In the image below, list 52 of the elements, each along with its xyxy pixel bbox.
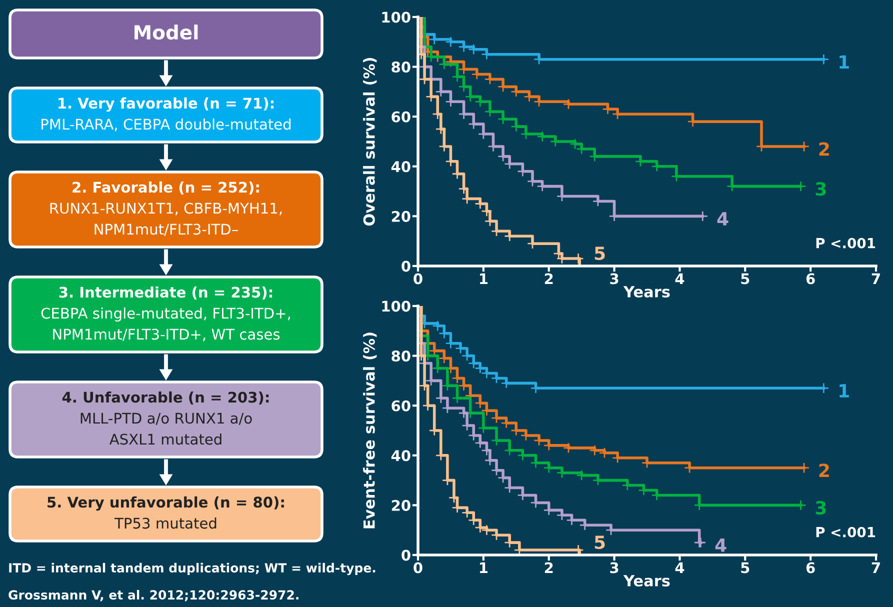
- x-tick-label: 5: [741, 273, 750, 284]
- x-tick-label: 3: [610, 562, 618, 574]
- y-tick-label: 60: [392, 400, 410, 412]
- legend-label: 1: [840, 384, 849, 398]
- x-tick-label: 7: [872, 562, 880, 574]
- x-tick-label: 1: [480, 273, 488, 284]
- x-tick-label: 0: [414, 273, 422, 284]
- text: ITD = internal tandem duplications; WT = wild-type.: [9, 562, 376, 576]
- category-label: 3. Intermediate (n = 235): CEBPA single-mutated, FLT3-ITD+, NPM1mut/FLT3-ITD+, WT cases: [41, 286, 290, 342]
- legend-label: 4: [715, 538, 726, 552]
- text: Model: [134, 24, 198, 40]
- x-tick-label: 4: [675, 562, 684, 574]
- x-tick-label: 2: [544, 562, 553, 574]
- x-tick-label: 5: [741, 562, 750, 574]
- text: 5: [594, 246, 605, 260]
- x-tick-label: 6: [806, 562, 815, 574]
- text: 3: [816, 182, 826, 196]
- x-tick-label: 4: [675, 273, 684, 284]
- y-tick-label: 0: [402, 550, 410, 561]
- text: 4: [717, 212, 728, 226]
- x-tick-label: 7: [872, 273, 880, 284]
- text: 1: [840, 55, 849, 68]
- category-label: 4. Unfavorable (n = 203): MLL-PTD a/o RUNX1 a/o ASXL1 mutated: [62, 391, 269, 445]
- y-tick-label: 40: [391, 450, 410, 462]
- x-tick-label: 6: [806, 273, 815, 284]
- x-tick-label: 2: [544, 273, 553, 284]
- category-label: 5. Very unfavorable (n = 80): TP53 mutated: [48, 496, 284, 529]
- y-axis-title: Overall survival (%): [363, 58, 377, 226]
- y-tick-label: 60: [392, 111, 410, 122]
- y-tick-label: 40: [391, 161, 410, 172]
- category-label: 1. Very favorable (n = 71): PML-RARA, CEBPA double-mutated: [42, 97, 291, 132]
- y-tick-label: 0: [402, 260, 410, 272]
- annotation: P <.001: [816, 526, 876, 538]
- annotation: P <.001: [816, 238, 876, 248]
- text: 2: [819, 142, 829, 156]
- y-tick-label: 20: [392, 500, 410, 511]
- y-tick-label: 80: [392, 62, 410, 73]
- y-tick-label: 80: [392, 350, 410, 362]
- y-axis-title: Event-free survival (%): [363, 332, 377, 528]
- y-tick-label: 20: [392, 210, 410, 222]
- x-axis-title: Years: [623, 575, 670, 586]
- category-label: 2. Favorable (n = 252): RUNX1-RUNX1T1, CBFB-MYH11, NPM1mut/FLT3-ITD–: [50, 181, 282, 236]
- x-axis-title: Years: [623, 286, 670, 298]
- legend-label: 2: [819, 464, 829, 477]
- legend-label: 5: [594, 536, 605, 550]
- y-tick-label: 100: [382, 12, 410, 23]
- x-tick-label: 0: [414, 562, 422, 574]
- text: Grossmann V, et al. 2012;120:2963-2972.: [8, 590, 298, 602]
- legend-label: 3: [816, 500, 826, 515]
- x-tick-label: 3: [610, 273, 618, 284]
- x-tick-label: 1: [480, 562, 488, 574]
- y-tick-label: 100: [382, 300, 410, 312]
